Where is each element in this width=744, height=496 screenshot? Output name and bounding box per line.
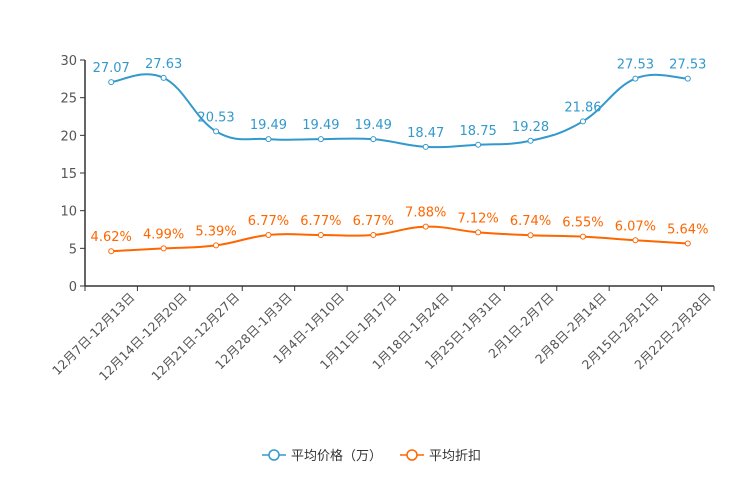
data-point [213,242,220,249]
data-label: 5.39% [195,224,236,239]
data-point [108,248,115,255]
legend-label[interactable]: 平均折扣 [429,449,481,464]
legend-marker-icon [268,449,280,461]
data-point [527,232,534,239]
data-point [370,136,377,143]
data-point [684,240,691,247]
data-point [632,75,639,82]
data-label: 19.49 [250,118,287,133]
data-label: 27.63 [145,57,182,72]
data-point [632,237,639,244]
data-point [317,231,324,238]
data-point [370,231,377,238]
data-label: 20.53 [197,110,234,125]
x-tick-label: 12月21日-12月27日 [148,290,242,384]
y-tick-label: 0 [69,280,77,295]
y-tick-label: 25 [60,92,77,107]
data-point [579,233,586,240]
data-point [422,143,429,150]
data-label: 7.88% [405,206,446,221]
y-tick-label: 5 [69,242,77,257]
data-point [265,136,272,143]
series-line-0 [111,73,688,149]
data-label: 6.07% [615,219,656,234]
y-tick-label: 30 [60,54,77,69]
data-label: 7.12% [457,211,498,226]
series-line-1 [111,225,688,253]
data-point [108,79,115,86]
data-label: 19.49 [355,118,392,133]
data-point [579,118,586,125]
data-label: 6.74% [510,214,551,229]
legend-marker-icon [406,449,418,461]
data-point [160,74,167,81]
data-point [422,223,429,230]
data-label: 6.77% [248,214,289,229]
data-label: 18.47 [407,126,444,141]
y-tick-label: 20 [60,129,77,144]
data-point [213,128,220,135]
data-label: 27.53 [669,58,706,73]
y-tick-label: 15 [60,167,77,182]
x-tick-label: 12月14日-12月20日 [96,290,190,384]
data-label: 27.07 [93,61,130,76]
data-label: 19.28 [512,120,549,135]
data-point [475,141,482,148]
data-label: 5.64% [667,223,708,238]
data-label: 19.49 [302,118,339,133]
data-label: 6.55% [562,216,603,231]
data-label: 4.62% [91,230,132,245]
data-point [265,231,272,238]
legend-label[interactable]: 平均价格（万） [291,448,382,464]
data-label: 18.75 [460,124,497,139]
data-label: 21.86 [564,100,601,115]
data-point [475,229,482,236]
data-point [684,75,691,82]
data-label: 6.77% [353,214,394,229]
data-label: 4.99% [143,227,184,242]
data-label: 27.53 [617,58,654,73]
data-label: 6.77% [300,214,341,229]
y-tick-label: 10 [60,205,77,220]
data-point [317,136,324,143]
data-point [160,245,167,252]
data-point [527,137,534,144]
